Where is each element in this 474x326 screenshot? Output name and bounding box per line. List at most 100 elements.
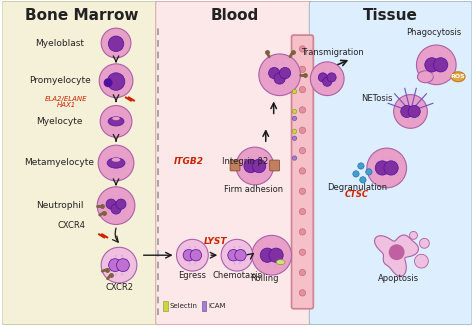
Circle shape [183, 249, 195, 261]
Circle shape [107, 42, 109, 44]
Circle shape [243, 259, 245, 261]
Text: NETosis: NETosis [361, 94, 392, 103]
Circle shape [317, 78, 319, 80]
Circle shape [389, 156, 392, 159]
Circle shape [126, 258, 128, 260]
Circle shape [327, 73, 336, 82]
Circle shape [425, 58, 439, 72]
Text: Selectin: Selectin [170, 303, 198, 309]
Circle shape [112, 50, 115, 52]
Circle shape [323, 69, 326, 71]
Circle shape [108, 36, 124, 52]
Circle shape [262, 158, 264, 161]
Circle shape [105, 162, 108, 164]
Circle shape [190, 249, 201, 261]
Circle shape [128, 264, 130, 266]
Circle shape [198, 249, 201, 251]
Circle shape [434, 58, 448, 72]
Circle shape [274, 62, 278, 65]
Circle shape [417, 116, 419, 118]
Circle shape [228, 249, 239, 261]
Circle shape [245, 171, 248, 173]
Circle shape [104, 78, 112, 87]
Circle shape [122, 115, 124, 117]
Circle shape [446, 64, 448, 66]
Circle shape [274, 84, 278, 87]
Circle shape [299, 107, 306, 113]
Ellipse shape [276, 260, 285, 265]
Circle shape [299, 290, 306, 296]
Circle shape [122, 126, 124, 127]
Circle shape [262, 247, 264, 250]
Circle shape [382, 177, 385, 180]
Circle shape [112, 71, 114, 73]
Circle shape [117, 259, 129, 272]
Circle shape [269, 67, 280, 79]
Circle shape [393, 95, 428, 128]
Circle shape [273, 264, 276, 267]
Circle shape [407, 101, 409, 104]
Polygon shape [419, 238, 429, 248]
Circle shape [252, 159, 266, 173]
Circle shape [99, 64, 133, 97]
Circle shape [257, 155, 259, 157]
Circle shape [438, 53, 441, 56]
Circle shape [123, 168, 125, 170]
Circle shape [112, 171, 114, 173]
Circle shape [184, 259, 186, 261]
Circle shape [111, 195, 114, 197]
Circle shape [112, 128, 114, 131]
Circle shape [124, 120, 126, 123]
Circle shape [274, 73, 285, 84]
Circle shape [250, 155, 253, 157]
Circle shape [292, 116, 297, 121]
Circle shape [375, 161, 390, 175]
Circle shape [281, 254, 284, 257]
Circle shape [97, 187, 135, 225]
Circle shape [262, 260, 264, 263]
Circle shape [189, 246, 191, 248]
Ellipse shape [112, 158, 120, 162]
Circle shape [118, 171, 120, 173]
Circle shape [273, 244, 276, 246]
Circle shape [417, 45, 456, 85]
Circle shape [115, 273, 117, 276]
FancyBboxPatch shape [270, 160, 280, 171]
Circle shape [110, 270, 112, 272]
Circle shape [431, 53, 434, 56]
Circle shape [233, 262, 236, 265]
Circle shape [233, 246, 236, 248]
Circle shape [118, 71, 120, 73]
Polygon shape [374, 235, 419, 276]
Circle shape [115, 255, 117, 257]
Circle shape [269, 80, 272, 83]
Circle shape [408, 105, 420, 117]
Circle shape [118, 214, 120, 217]
Circle shape [299, 188, 306, 194]
Circle shape [112, 88, 114, 91]
Circle shape [245, 158, 248, 161]
Text: CXCR2: CXCR2 [105, 283, 133, 292]
FancyBboxPatch shape [230, 160, 240, 171]
FancyBboxPatch shape [292, 35, 313, 309]
Circle shape [335, 78, 337, 80]
Circle shape [106, 210, 109, 213]
Text: ICAM: ICAM [208, 303, 226, 309]
Circle shape [412, 101, 415, 104]
Circle shape [426, 57, 429, 60]
Circle shape [243, 249, 245, 251]
Circle shape [235, 249, 246, 261]
Circle shape [121, 273, 123, 276]
Circle shape [290, 73, 292, 76]
Circle shape [279, 260, 282, 263]
Circle shape [269, 248, 283, 262]
Circle shape [109, 259, 121, 272]
Circle shape [264, 165, 266, 167]
Circle shape [292, 136, 297, 141]
Text: Myeloblast: Myeloblast [35, 38, 84, 48]
Circle shape [107, 156, 109, 158]
Circle shape [260, 248, 274, 262]
Circle shape [292, 156, 297, 160]
Circle shape [123, 198, 126, 201]
Circle shape [376, 173, 379, 176]
